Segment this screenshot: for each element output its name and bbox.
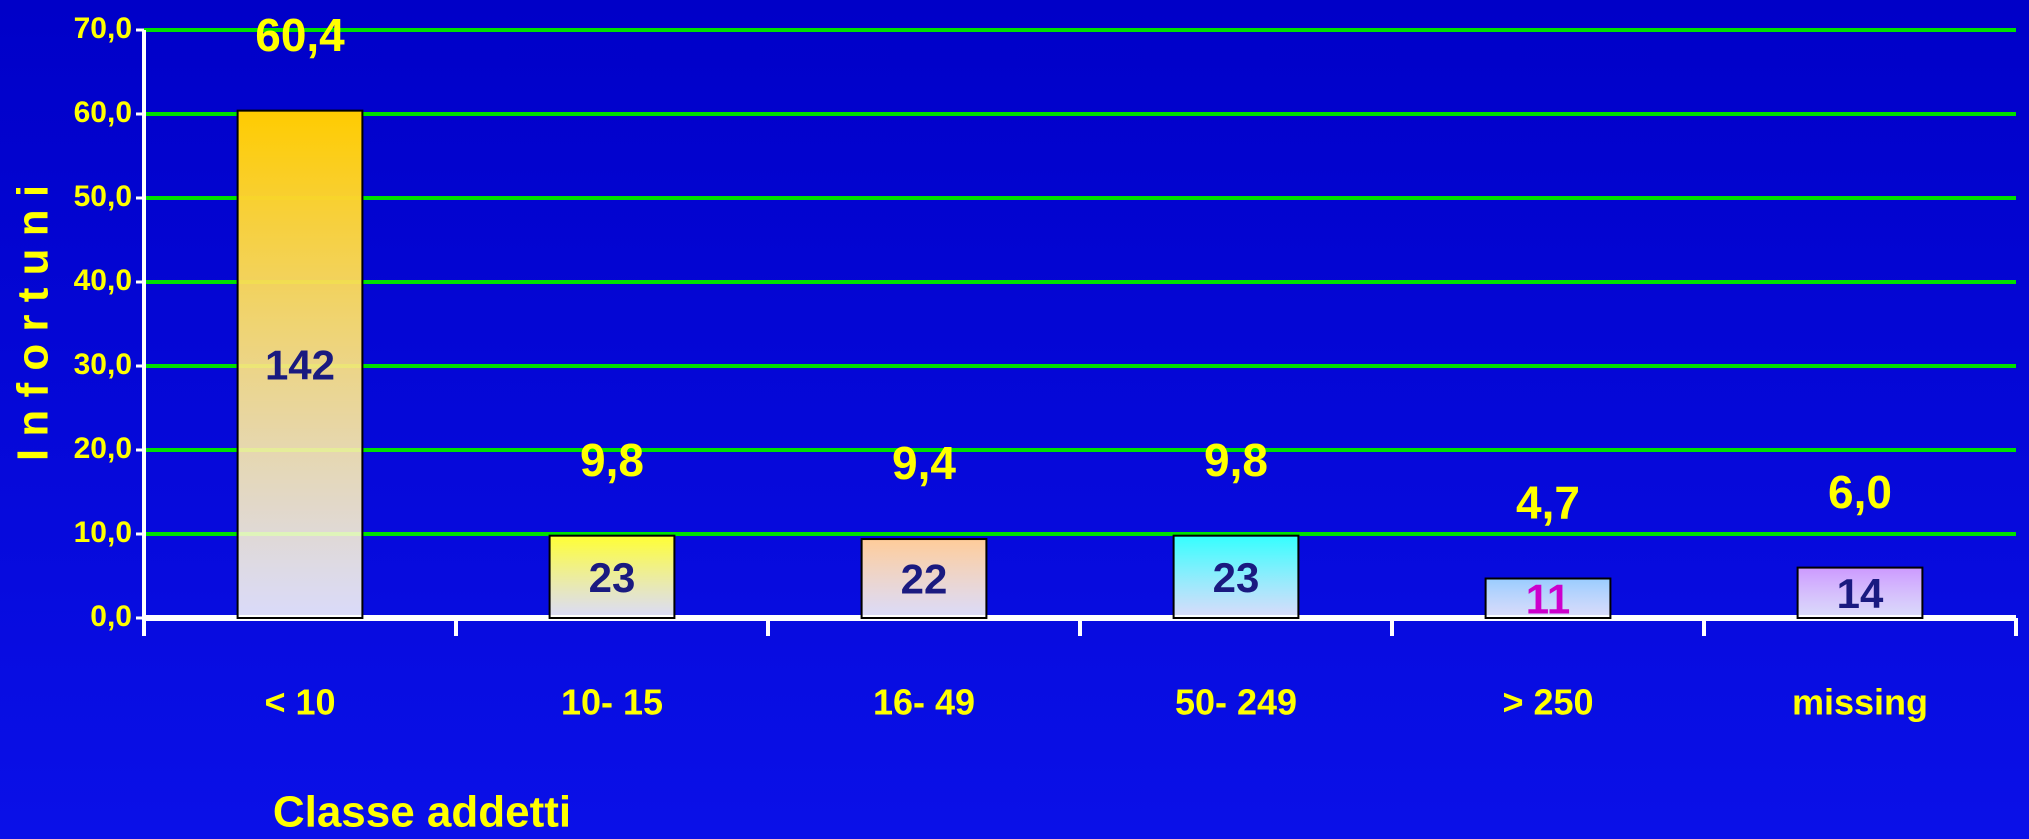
y-tick-label: 70,0 bbox=[74, 12, 132, 45]
x-tick-label: missing bbox=[1792, 682, 1928, 723]
count-label: 22 bbox=[901, 556, 948, 603]
y-axis-title: I n f o r t u n i bbox=[9, 185, 58, 461]
y-tick-label: 0,0 bbox=[90, 600, 132, 633]
bar bbox=[236, 109, 364, 619]
bar bbox=[1796, 566, 1924, 619]
x-tick-label: 16- 49 bbox=[873, 682, 975, 723]
count-label: 11 bbox=[1526, 575, 1570, 622]
bar bbox=[548, 534, 676, 619]
y-tick-label: 20,0 bbox=[74, 432, 132, 465]
x-tick-label: 50- 249 bbox=[1175, 682, 1297, 723]
bar bbox=[860, 538, 988, 619]
count-label: 14 bbox=[1837, 570, 1884, 617]
y-tick-label: 30,0 bbox=[74, 348, 132, 381]
x-axis-title: Classe addetti bbox=[273, 788, 571, 837]
count-label: 23 bbox=[1213, 554, 1260, 601]
value-label: 9,8 bbox=[580, 434, 644, 486]
value-label: 4,7 bbox=[1516, 477, 1580, 529]
y-tick-label: 10,0 bbox=[74, 516, 132, 549]
y-tick-label: 60,0 bbox=[74, 96, 132, 129]
y-tick-label: 40,0 bbox=[74, 264, 132, 297]
x-tick-label: 10- 15 bbox=[561, 682, 663, 723]
bar bbox=[1484, 577, 1612, 620]
count-label: 142 bbox=[265, 341, 335, 388]
value-label: 6,0 bbox=[1828, 466, 1892, 518]
x-tick-label: > 250 bbox=[1502, 682, 1593, 723]
y-tick-label: 50,0 bbox=[74, 180, 132, 213]
value-label: 9,8 bbox=[1204, 434, 1268, 486]
value-label: 60,4 bbox=[255, 9, 345, 61]
count-label: 23 bbox=[589, 554, 636, 601]
bar bbox=[1172, 534, 1300, 619]
value-label: 9,4 bbox=[892, 437, 956, 489]
x-tick-label: < 10 bbox=[264, 682, 335, 723]
